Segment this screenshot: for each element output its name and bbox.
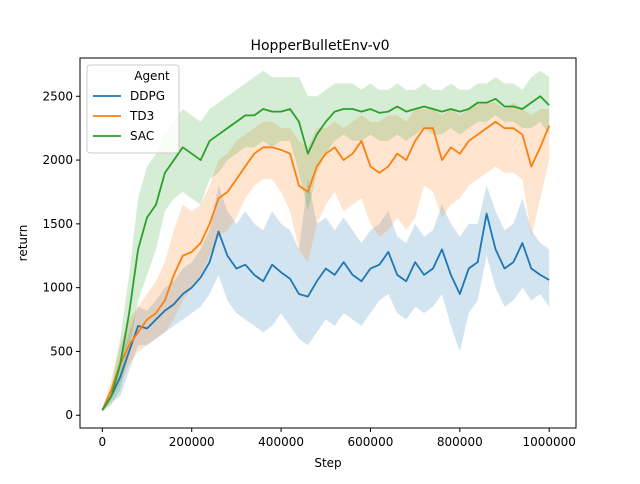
y-tick-label: 1000 (42, 281, 73, 295)
x-tick-label: 600000 (348, 435, 394, 449)
y-tick-label: 500 (50, 344, 73, 358)
legend-title: Agent (134, 69, 170, 83)
band-ddpg (102, 179, 550, 412)
legend-entries: DDPG TD3 SAC (93, 89, 165, 143)
x-tick-label: 200000 (169, 435, 215, 449)
line-ddpg (101, 212, 550, 411)
y-tick-label: 2000 (42, 153, 73, 167)
y-tick-label: 1500 (42, 217, 73, 231)
x-tick-label: 800000 (437, 435, 483, 449)
legend-label-ddpg: DDPG (130, 89, 165, 103)
y-tick-label: 2500 (42, 89, 73, 103)
plot-frame (79, 57, 577, 429)
legend-box (86, 64, 180, 154)
x-tick-label: 0 (99, 435, 107, 449)
x-axis-label: Step (314, 456, 341, 470)
y-axis-label: return (16, 225, 30, 262)
band-sac (102, 70, 550, 412)
x-tick-label: 1000000 (522, 435, 575, 449)
legend: Agent DDPG TD3 SAC (86, 64, 180, 154)
line-sac (101, 95, 550, 411)
confidence-bands (102, 70, 550, 412)
y-axis-ticks: 0 500 1000 1500 2000 2500 (42, 89, 80, 422)
legend-label-td3: TD3 (129, 109, 154, 123)
legend-label-sac: SAC (130, 129, 154, 143)
chart-title: HopperBulletEnv-v0 (250, 38, 389, 54)
x-axis-ticks: 0 200000 400000 600000 800000 1000000 (99, 428, 576, 449)
series-lines (101, 95, 551, 411)
x-tick-label: 400000 (258, 435, 304, 449)
line-td3 (101, 120, 551, 411)
band-td3 (102, 102, 550, 412)
y-tick-label: 0 (65, 408, 73, 422)
